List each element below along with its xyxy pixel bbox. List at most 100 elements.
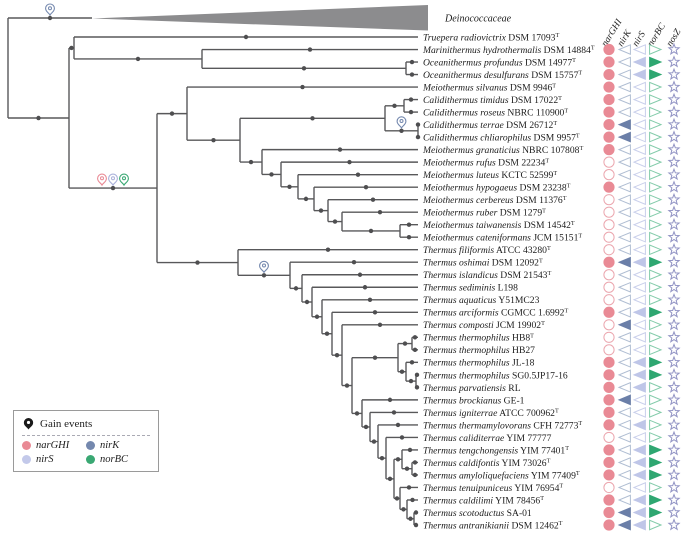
symbol-narGHI-filled (603, 68, 615, 81)
tree-node-dot (404, 466, 410, 471)
tree-node-dot (363, 424, 369, 430)
tree-node-dot (351, 260, 357, 265)
symbol-norBC-filled (649, 469, 663, 481)
symbol-nirK-filled (617, 319, 631, 331)
symbol-nirK-open (617, 281, 631, 293)
tree-node-dot (402, 341, 408, 346)
tree-node-dot (357, 272, 363, 277)
symbol-narGHI-open (603, 331, 615, 343)
tree-node-dot (399, 435, 405, 440)
symbol-nosZ-open (667, 130, 681, 143)
taxon-label: Thermus composti JCM 19902T (423, 320, 545, 331)
symbol-narGHI-filled (603, 456, 615, 469)
symbol-nosZ-open (667, 305, 681, 318)
symbol-nirK-open (617, 381, 631, 393)
taxon-label: Oceanithermus desulfurans DSM 15757T (423, 70, 582, 81)
legend-item-narGHI: narGHI (22, 440, 86, 451)
symbol-nirS-filled (632, 256, 646, 268)
taxon-label: Thermus sediminis L198 (423, 283, 518, 294)
tree-node-dot (269, 172, 274, 177)
symbol-norBC-open (649, 331, 663, 343)
symbol-norBC-open (649, 81, 663, 93)
symbol-narGHI-filled (603, 43, 615, 56)
symbol-nosZ-open (667, 317, 681, 331)
symbol-norBC-open (649, 394, 663, 406)
tree-node-dot (415, 122, 421, 127)
symbol-norBC-open (649, 269, 663, 281)
symbol-nirK-open (617, 369, 631, 381)
symbol-norBC-filled (649, 256, 663, 268)
symbol-norBC-open (649, 231, 663, 243)
symbol-nirS-open (632, 169, 646, 181)
symbol-nirK-open (617, 444, 631, 456)
taxon-label: Thermus oshimai DSM 12092T (423, 257, 543, 268)
symbol-narGHI-open (603, 481, 615, 494)
taxon-label: Thermus scotoductus SA-01 (423, 508, 532, 519)
tree-node-dot (372, 355, 378, 360)
tree-node-dot (399, 369, 405, 374)
symbol-nirK-open (617, 306, 631, 318)
symbol-nirS-open (632, 44, 646, 55)
symbol-nirS-open (632, 319, 646, 331)
symbol-norBC-open (649, 406, 663, 418)
symbol-nirK-open (617, 194, 631, 206)
taxon-label: Thermus thermophilus HB8T (423, 333, 534, 344)
symbol-norBC-filled (649, 369, 663, 381)
symbol-nirK-open (617, 456, 631, 468)
symbol-narGHI-open (603, 294, 615, 306)
symbol-nirK-open (617, 44, 631, 55)
symbol-nosZ-open (667, 117, 681, 131)
symbol-nirK-filled (617, 131, 631, 143)
tree-node-dot (367, 297, 373, 302)
tree-node-dot (372, 310, 378, 315)
symbol-nosZ-open (667, 217, 681, 231)
symbol-nirS-filled (632, 456, 646, 468)
symbol-nirS-filled (632, 369, 646, 381)
symbol-norBC-filled (649, 507, 663, 518)
taxon-label: Thermus thermamylovorans CFH 72773T (423, 420, 582, 431)
symbol-nirK-open (617, 144, 631, 156)
symbol-nirS-filled (632, 444, 646, 456)
tree-node-dot (413, 510, 419, 515)
tree-node-dot (47, 15, 53, 21)
symbol-nirK-filled (617, 519, 631, 531)
tree-node-dot (69, 45, 74, 51)
symbol-narGHI-filled (603, 444, 615, 456)
symbol-narGHI-open (603, 244, 615, 256)
tree-node-dot (368, 228, 374, 234)
symbol-nirS-open (632, 156, 646, 168)
symbol-norBC-open (649, 156, 663, 168)
symbol-nirS-filled (632, 69, 646, 80)
tree-node-dot (394, 496, 400, 501)
tree-node-dot (307, 47, 313, 52)
symbol-nirS-filled (632, 381, 646, 393)
symbol-nosZ-open (667, 505, 681, 519)
symbol-narGHI-open (603, 431, 615, 444)
symbol-narGHI-open (603, 231, 615, 243)
symbol-nirS-filled (632, 356, 646, 368)
symbol-nosZ-open (667, 468, 681, 481)
symbol-norBC-open (649, 319, 663, 331)
tree-node-dot (412, 460, 418, 465)
symbol-norBC-open (649, 281, 663, 293)
symbol-nirS-open (632, 119, 646, 131)
pin-icon (23, 418, 34, 430)
symbol-nosZ-open (667, 67, 681, 81)
symbol-norBC-open (649, 431, 663, 443)
taxon-label: Thermus brockianus GE-1 (423, 395, 525, 406)
taxon-label: Meiothermus ruber DSM 1279T (422, 207, 546, 218)
tree-node-dot (370, 197, 376, 202)
tree-node-dot (387, 476, 393, 482)
symbol-norBC-open (649, 519, 663, 531)
tree-node-dot (243, 34, 249, 40)
symbol-nirK-open (617, 419, 631, 431)
taxon-label: Oceanithermus profundus DSM 14977T (423, 57, 576, 68)
taxon-label: Thermus amyloliquefaciens YIM 77409T (423, 470, 580, 481)
tree-node-dot (406, 235, 412, 240)
symbol-nirS-open (632, 244, 646, 256)
taxon-label: Marinithermus hydrothermalis DSM 14884T (422, 45, 595, 56)
tree-node-dot (406, 485, 412, 490)
symbol-nosZ-open (667, 368, 681, 381)
gain-event-pin-icon (396, 116, 407, 129)
